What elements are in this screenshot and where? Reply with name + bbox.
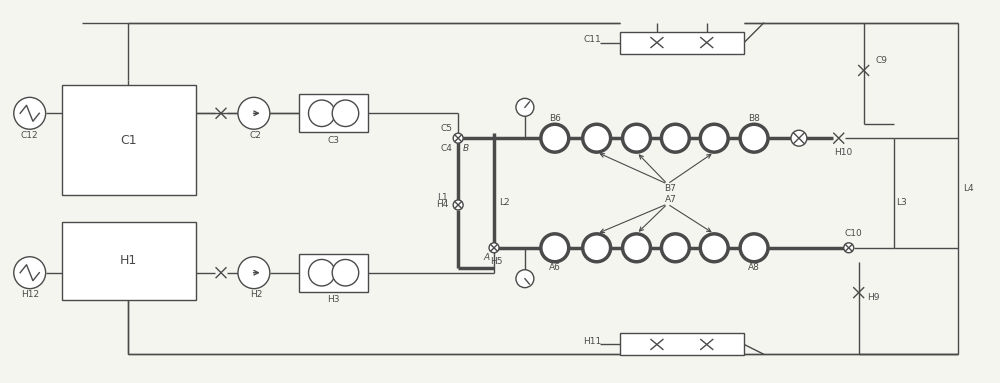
Text: L3: L3 [896,198,907,208]
Text: B8: B8 [748,114,760,123]
Bar [299,94,368,132]
Circle shape [541,234,569,262]
Text: B6: B6 [549,114,561,123]
Circle shape [844,243,854,253]
Text: H12: H12 [21,290,39,299]
Circle shape [661,124,689,152]
Text: C12: C12 [21,131,39,140]
Circle shape [541,124,569,152]
Text: C9: C9 [876,56,888,65]
Circle shape [740,124,768,152]
Circle shape [453,200,463,210]
Text: C4: C4 [440,144,452,153]
Circle shape [740,234,768,262]
Text: H11: H11 [583,337,602,346]
Text: H9: H9 [867,293,880,302]
Text: A6: A6 [549,263,561,272]
Text: C11: C11 [584,35,602,44]
Circle shape [453,133,463,143]
Text: H4: H4 [436,200,448,210]
Text: H2: H2 [250,290,262,299]
Text: H3: H3 [327,295,340,304]
Text: B7: B7 [664,183,676,193]
Bar [62,85,196,195]
Text: L4: L4 [963,183,974,193]
Bar [299,254,368,291]
Circle shape [516,98,534,116]
Text: C1: C1 [120,134,137,147]
Text: C10: C10 [845,229,863,238]
Circle shape [14,257,46,289]
Circle shape [661,234,689,262]
Bar [62,222,196,300]
Circle shape [332,259,359,286]
Text: A7: A7 [664,195,676,205]
Text: B: B [463,144,469,153]
Circle shape [623,234,650,262]
Text: A: A [483,253,489,262]
Circle shape [308,100,335,126]
Circle shape [700,124,728,152]
Bar [620,31,744,54]
Circle shape [700,234,728,262]
Circle shape [516,270,534,288]
Text: L2: L2 [499,198,509,208]
Circle shape [14,97,46,129]
Text: C5: C5 [440,124,452,133]
Circle shape [238,97,270,129]
Text: L1: L1 [437,193,448,203]
Text: A8: A8 [748,263,760,272]
Circle shape [623,124,650,152]
Text: C3: C3 [328,136,340,145]
Text: C2: C2 [250,131,262,140]
Bar [620,334,744,355]
Text: H5: H5 [490,257,502,266]
Circle shape [238,257,270,289]
Circle shape [583,234,611,262]
Circle shape [489,243,499,253]
Circle shape [332,100,359,126]
Text: H10: H10 [835,147,853,157]
Circle shape [308,259,335,286]
Circle shape [791,130,807,146]
Circle shape [583,124,611,152]
Text: H1: H1 [120,254,137,267]
